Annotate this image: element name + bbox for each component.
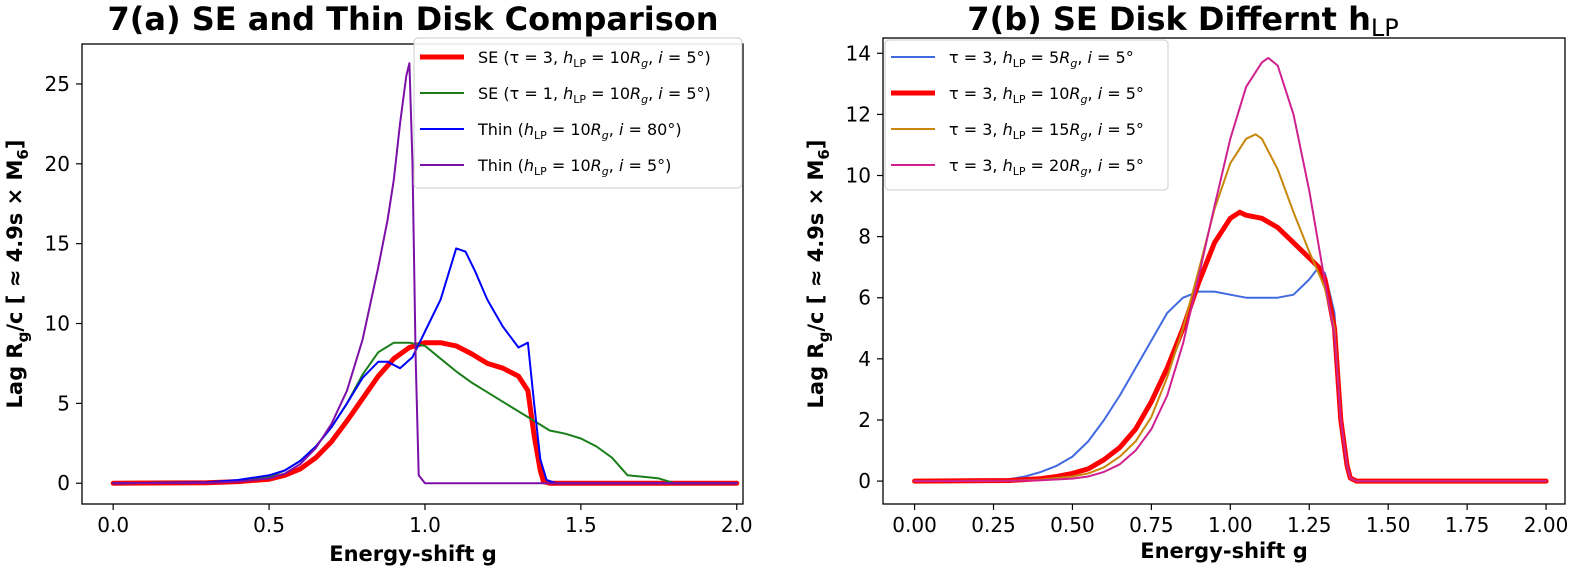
panel-b-x-tick-label: 0.75: [1129, 513, 1174, 537]
panel-b-plot-area: 0.00 0.25 0.50 0.75 1.00 1.25 1.50 1.75 2.00 0 2 4…: [846, 37, 1568, 537]
panel-a-legend-label-3: Thin (hLP = 10Rg, i = 80°): [477, 120, 682, 142]
panel-a-y-label-sub2: 6: [14, 149, 32, 159]
panel-a-y-tick-label: 5: [57, 391, 70, 415]
panel-a-x-label: Energy-shift g: [329, 542, 497, 566]
panel-b-y-label-main: Lag R: [804, 342, 828, 408]
panel-b-legend-label-2: τ = 3, hLP = 10Rg, i = 5°: [949, 84, 1144, 106]
panel-b-series-line-1: [913, 266, 1548, 483]
panel-a-y-label-main: Lag R: [3, 342, 27, 408]
panel-b-x-tick-label: 1.25: [1287, 513, 1332, 537]
panel-a-y-tick-label: 10: [45, 312, 70, 336]
panel-a-y-label-end: ]: [3, 140, 27, 150]
panel-b-title-main: 7(b) SE Disk Differnt h: [967, 0, 1371, 38]
panel-b-y-label-sub1: g: [815, 332, 833, 343]
panel-b-x-tick-label: 0.50: [1050, 513, 1095, 537]
panel-a-plot-area: 0.0 0.5 1.0 1.5 2.0 0 5 10 15 20 25: [45, 43, 753, 537]
panel-a-axes-frame: [81, 43, 744, 505]
panel-b-x-tick-label: 0.00: [892, 513, 937, 537]
panel-a-series-line-1: [110, 340, 740, 486]
panel-b-y-tick-label: 8: [858, 225, 871, 249]
panel-a-legend-label-2: SE (τ = 1, hLP = 10Rg, i = 5°): [478, 84, 711, 106]
panel-b-y-tick-label: 14: [846, 41, 871, 65]
panel-a-y-label-mid: /c [ ≈ 4.9s × M: [3, 160, 27, 332]
panel-b-legend: τ = 3, hLP = 5Rg, i = 5° τ = 3, hLP = 10R…: [884, 39, 1169, 191]
panel-b-title: 7(b) SE Disk Differnt hLP: [967, 0, 1398, 42]
panel-a-legend-label-4: Thin (hLP = 10Rg, i = 5°): [477, 156, 671, 178]
panel-b-x-tick-label: 0.25: [971, 513, 1016, 537]
panel-a-y-label: Lag Rg/c [ ≈ 4.9s × M6]: [3, 140, 32, 409]
panel-b-axes-frame: [882, 37, 1566, 505]
panel-b-y-label-mid: /c [ ≈ 4.9s × M: [804, 160, 828, 332]
panel-a-y-tick-label: 20: [45, 152, 70, 176]
panel-b-y-tick-label: 6: [858, 286, 871, 310]
panel-a-y-tick-label: 25: [45, 72, 70, 96]
panel-a-series-line-3: [112, 247, 738, 485]
panel-b: 7(b) SE Disk Differnt hLP 0.00 0.25 0.50 0.…: [804, 0, 1568, 563]
panel-b-y-tick-label: 10: [846, 164, 871, 188]
panel-b-x-tick-label: 1.75: [1445, 513, 1490, 537]
panel-a-x-tick-label: 2.0: [721, 513, 753, 537]
panel-b-y-label-sub2: 6: [815, 149, 833, 159]
panel-a-legend-box: [413, 37, 743, 189]
panel-a-x-tick-label: 0.5: [253, 513, 285, 537]
panel-b-y-tick-label: 12: [846, 102, 871, 126]
panel-a-y-ticks: 0 5 10 15 20 25: [45, 72, 82, 495]
panel-b-x-tick-label: 2.00: [1524, 513, 1569, 537]
panel-a-x-tick-label: 1.0: [409, 513, 441, 537]
panel-a-legend: SE (τ = 3, hLP = 10Rg, i = 5°) SE (τ = 1,…: [413, 37, 743, 189]
panel-a: 7(a) SE and Thin Disk Comparison 0.0 0.5 1…: [3, 0, 753, 566]
panel-a-legend-label-1: SE (τ = 3, hLP = 10Rg, i = 5°): [478, 48, 711, 70]
panel-a-series-line-4: [112, 62, 738, 485]
panel-b-x-ticks: 0.00 0.25 0.50 0.75 1.00 1.25 1.50 1.75 2.00: [892, 504, 1568, 537]
panel-b-y-label: Lag Rg/c [ ≈ 4.9s × M6]: [804, 140, 833, 409]
panel-b-title-sub: LP: [1371, 14, 1399, 42]
panel-a-y-label-sub1: g: [14, 332, 32, 343]
panel-b-legend-box: [884, 39, 1169, 191]
panel-b-series-lines: [912, 56, 1549, 484]
panel-b-x-label: Energy-shift g: [1140, 539, 1308, 563]
panel-b-y-ticks: 0 2 4 6 8 10 12 14: [846, 41, 883, 493]
panel-b-x-tick-label: 1.50: [1366, 513, 1411, 537]
panel-a-y-tick-label: 15: [45, 232, 70, 256]
panel-a-title: 7(a) SE and Thin Disk Comparison: [107, 0, 718, 38]
panel-a-x-tick-label: 1.5: [565, 513, 597, 537]
panel-b-y-tick-label: 4: [858, 347, 871, 371]
panel-b-legend-label-3: τ = 3, hLP = 15Rg, i = 5°: [949, 120, 1144, 142]
panel-b-legend-label-1: τ = 3, hLP = 5Rg, i = 5°: [949, 48, 1134, 70]
panel-b-legend-label-4: τ = 3, hLP = 20Rg, i = 5°: [949, 156, 1144, 178]
panel-a-x-ticks: 0.0 0.5 1.0 1.5 2.0: [97, 504, 753, 537]
panel-a-series-line-2: [112, 341, 738, 485]
panel-a-series-lines: [110, 62, 740, 486]
panel-b-series-line-4: [913, 56, 1548, 483]
panel-b-y-tick-label: 2: [858, 408, 871, 432]
panel-b-y-tick-label: 0: [858, 469, 871, 493]
panel-b-x-tick-label: 1.00: [1208, 513, 1253, 537]
panel-b-series-line-2: [912, 209, 1549, 484]
panel-a-y-tick-label: 0: [57, 471, 70, 495]
panel-a-x-tick-label: 0.0: [97, 513, 129, 537]
panel-b-y-label-end: ]: [804, 140, 828, 150]
